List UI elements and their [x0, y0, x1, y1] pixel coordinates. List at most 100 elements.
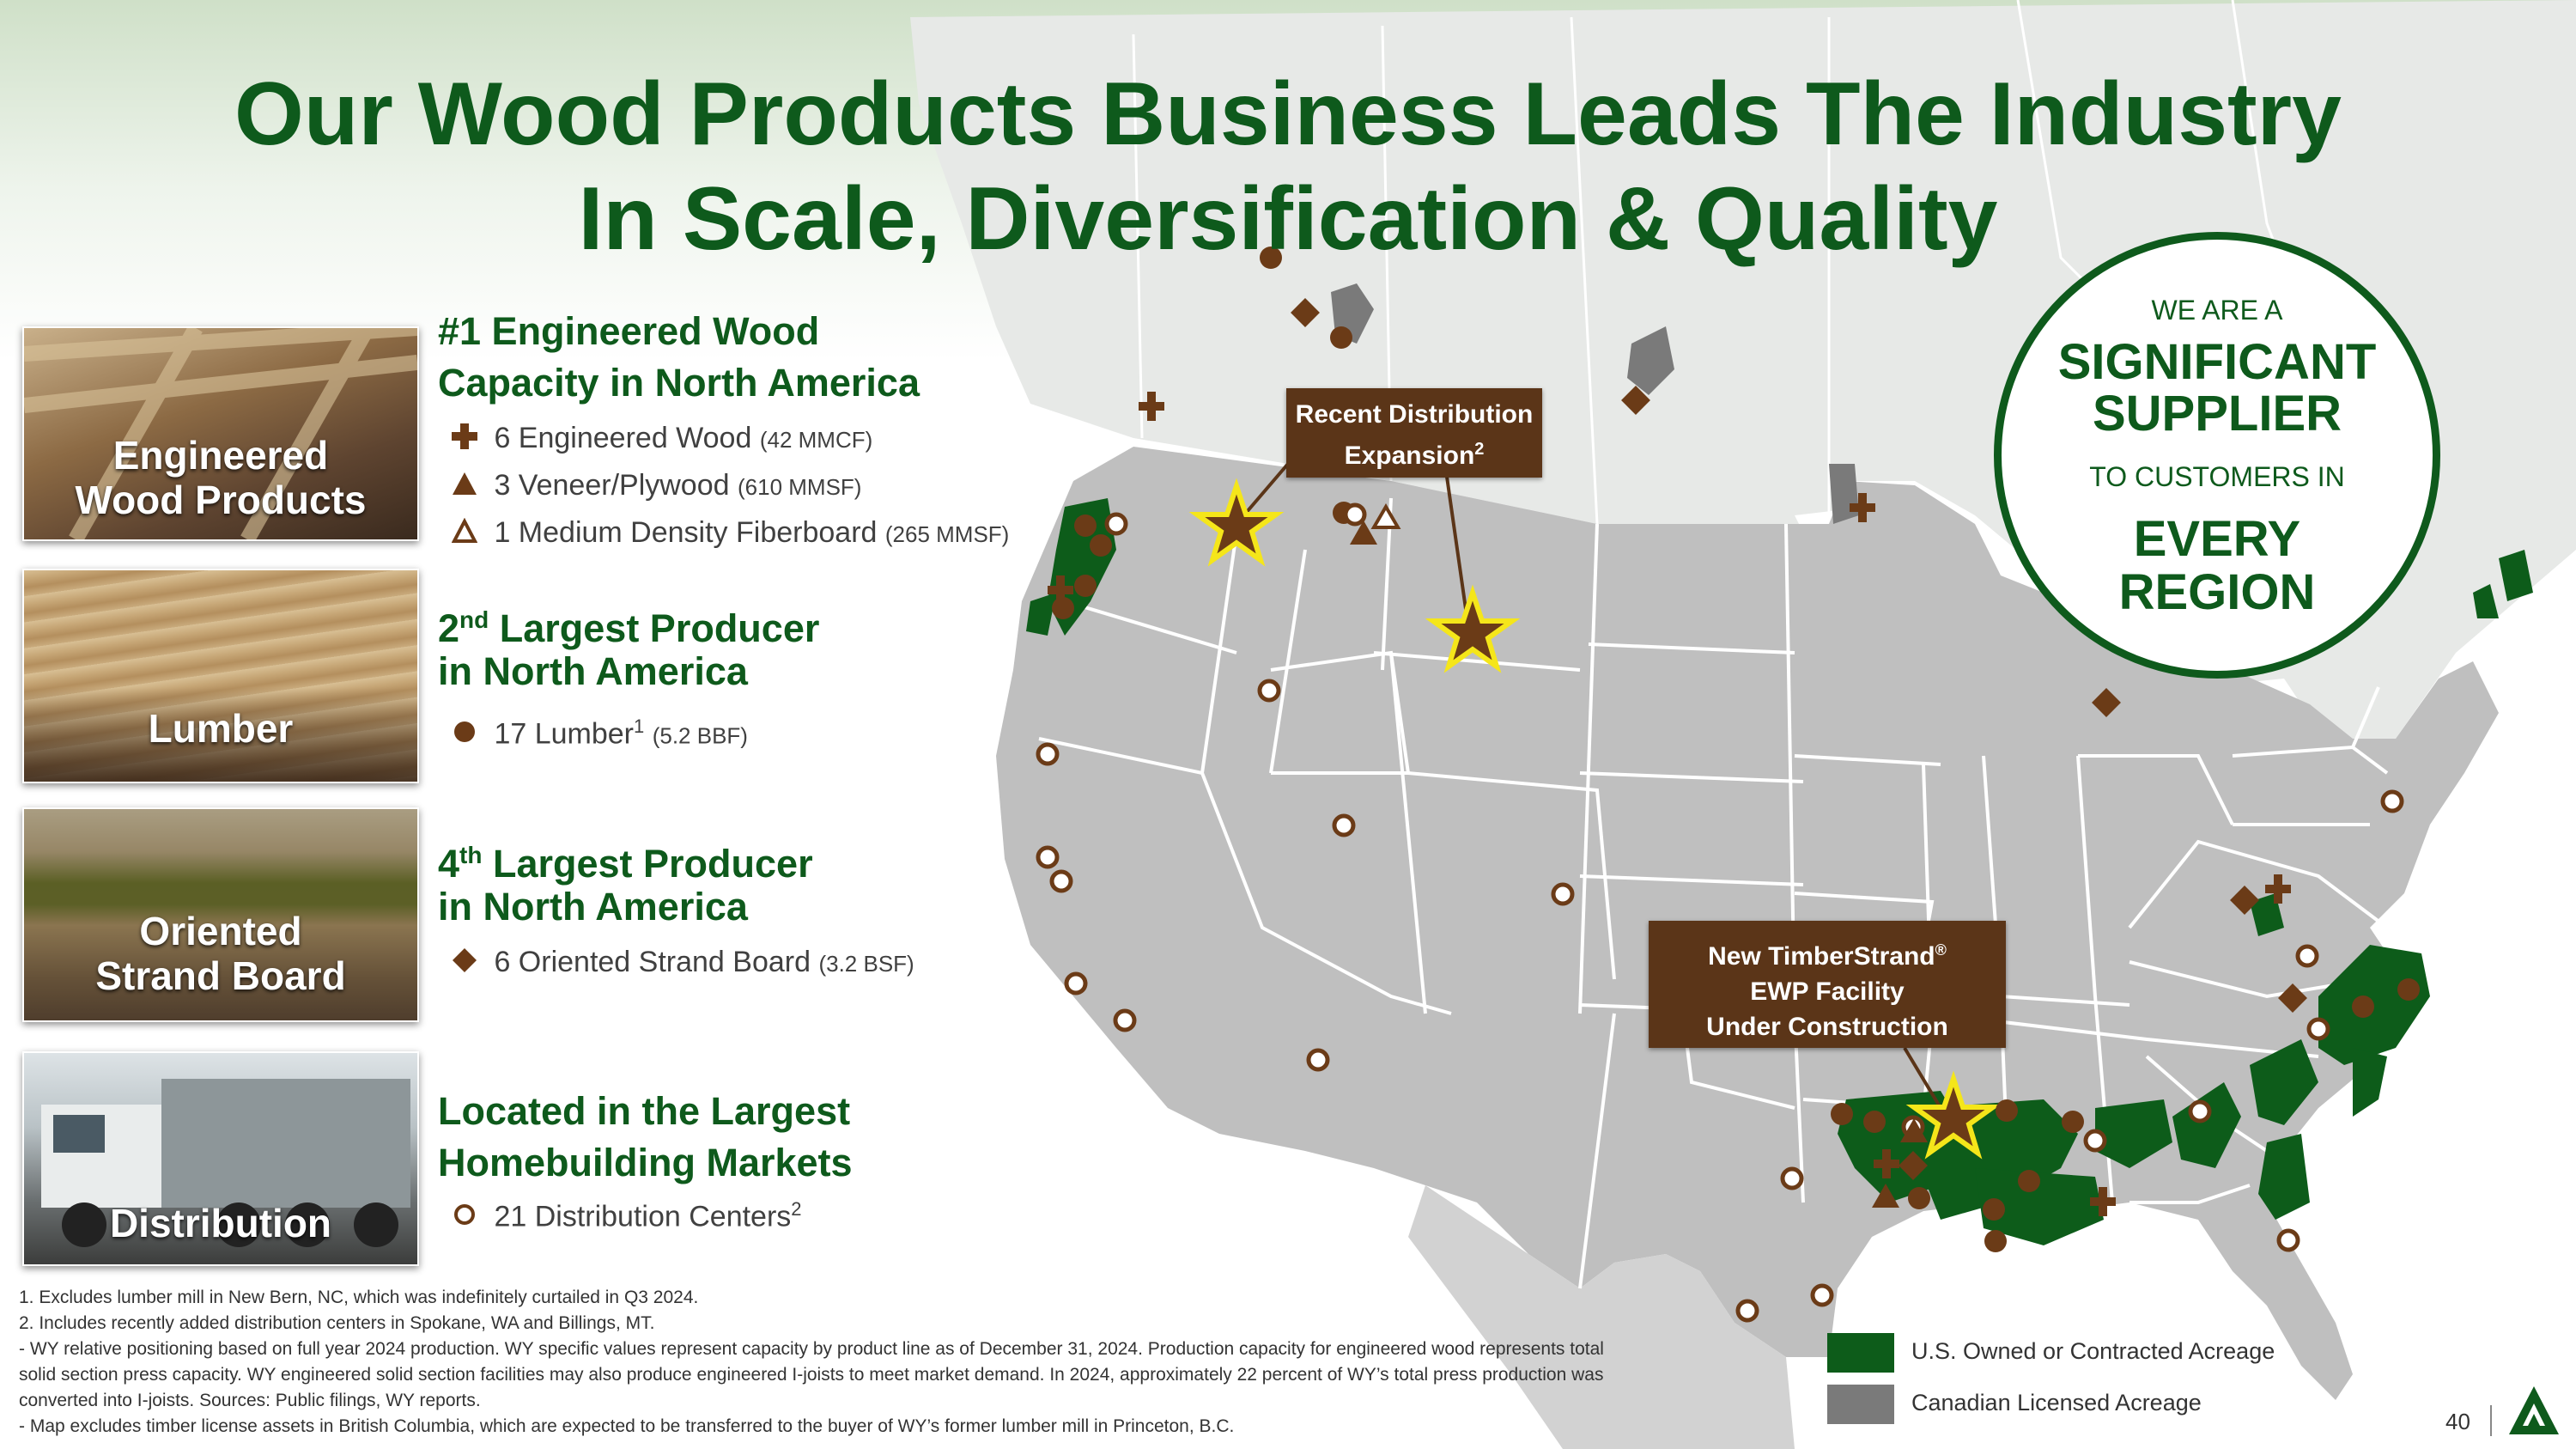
- lumber-heading-2: in North America: [438, 649, 748, 693]
- engineered-wood-label-1: Engineered: [112, 433, 329, 478]
- star-markers: [1188, 478, 2002, 1160]
- distribution-marker: [1049, 869, 1073, 893]
- lumber-marker: [2018, 1170, 2040, 1192]
- triangle-outline-icon: [451, 515, 486, 553]
- osb-item-detail: (3.2 BSF): [818, 951, 914, 977]
- distribution-marker: [2276, 1228, 2300, 1252]
- mexico-land: [1408, 1185, 1795, 1449]
- engineered-item-3-detail: (265 MMSF): [884, 521, 1010, 547]
- lumber-image: Lumber: [22, 569, 419, 783]
- lumber-marker: [1831, 1103, 1853, 1125]
- distribution-marker: [1551, 882, 1575, 906]
- title-line2: In Scale, Diversification & Quality: [578, 169, 1998, 269]
- lumber-marker: [2062, 1111, 2084, 1133]
- osb-marker: [1291, 298, 1320, 327]
- lumber-item-text: 17 Lumber: [494, 717, 634, 751]
- distribution-markers: [1036, 502, 2404, 1323]
- osb-heading-2: in North America: [438, 885, 748, 928]
- distribution-item: 21 Distribution Centers2: [452, 1190, 802, 1237]
- distribution-marker: [2083, 1129, 2107, 1153]
- distribution-marker: [2295, 944, 2319, 968]
- lumber-marker: [1074, 575, 1097, 597]
- veneer-marker: [1872, 1184, 1899, 1208]
- veneer-marker: [1350, 521, 1377, 545]
- timberstrand-callout: New TimberStrand® EWP Facility Under Con…: [1649, 921, 2006, 1048]
- lumber-label: Lumber: [148, 706, 294, 751]
- engineered-item-2-detail: (610 MMSF): [737, 474, 862, 500]
- distribution-marker: [1343, 502, 1367, 527]
- weyerhaeuser-logo-icon: [2509, 1386, 2559, 1434]
- lumber-heading-1: 2nd Largest Producer: [438, 606, 820, 650]
- engineered-item-1-detail: (42 MMCF): [759, 427, 873, 453]
- engineered-wood-label-2: Wood Products: [75, 478, 367, 522]
- circle-outline-icon: [452, 1199, 486, 1237]
- distribution-marker: [1810, 1283, 1834, 1307]
- legend-canadian-acreage: Canadian Licensed Acreage: [1827, 1383, 2202, 1424]
- lumber-markers: [1052, 247, 2420, 1252]
- distribution-marker: [1064, 971, 1088, 995]
- engineered-wood-markers: [1048, 392, 2291, 1216]
- plus-icon: [452, 421, 486, 459]
- title-line1: Our Wood Products Business Leads The Ind…: [234, 64, 2342, 164]
- distribution-marker: [2306, 1017, 2330, 1041]
- footnote-3: - WY relative positioning based on full …: [19, 1339, 1604, 1410]
- lumber-marker: [1074, 514, 1097, 537]
- osb-markers: [1291, 298, 2307, 1180]
- engineered-item-1-text: 6 Engineered Wood: [494, 422, 752, 454]
- star-billings: [1425, 584, 1521, 673]
- distribution-marker: [1036, 845, 1060, 869]
- triangle-filled-icon: [452, 468, 486, 506]
- osb-marker: [2278, 983, 2307, 1013]
- footnote-1: 1. Excludes lumber mill in New Bern, NC,…: [19, 1288, 699, 1307]
- osb-marker: [1621, 386, 1650, 415]
- footnotes: 1. Excludes lumber mill in New Bern, NC,…: [19, 1285, 1633, 1440]
- legend-swatch-grey: [1827, 1384, 1894, 1424]
- distribution-marker: [1780, 1166, 1804, 1190]
- engineered-wood-marker: [1850, 493, 1875, 522]
- distribution-marker: [1036, 742, 1060, 766]
- lumber-marker: [1090, 534, 1112, 557]
- lumber-marker: [2352, 995, 2374, 1018]
- distribution-marker: [1332, 813, 1356, 837]
- engineered-wood-image: Engineered Wood Products: [22, 326, 419, 541]
- engineered-item-2: 3 Veneer/Plywood (610 MMSF): [452, 466, 861, 506]
- supplier-circle: WE ARE A SIGNIFICANT SUPPLIER TO CUSTOME…: [1994, 232, 2440, 679]
- engineered-wood-marker: [2265, 874, 2291, 904]
- distribution-heading-2: Homebuilding Markets: [438, 1141, 853, 1184]
- lumber-marker: [1983, 1198, 2005, 1221]
- page-number: 40: [2445, 1409, 2470, 1434]
- mdf-marker: [1370, 503, 1401, 529]
- distribution-marker: [1113, 1008, 1137, 1032]
- lumber-item-detail: (5.2 BBF): [652, 722, 748, 749]
- supplier-line6: REGION: [2118, 564, 2316, 620]
- supplier-line2: SIGNIFICANT: [2057, 334, 2377, 390]
- circle-filled-icon: [452, 716, 486, 754]
- distribution-marker: [1735, 1299, 1759, 1323]
- diamond-icon: [452, 945, 486, 983]
- engineered-item-2-text: 3 Veneer/Plywood: [494, 469, 730, 502]
- distribution-marker: [1104, 512, 1128, 536]
- footnote-2: 2. Includes recently added distribution …: [19, 1313, 655, 1333]
- lumber-marker: [2397, 978, 2420, 1001]
- osb-label-1: Oriented: [139, 909, 302, 953]
- footnote-4: - Map excludes timber license assets in …: [19, 1416, 1235, 1436]
- engineered-item-3-text: 1 Medium Density Fiberboard: [494, 516, 878, 549]
- state-lines: [1038, 497, 2389, 1289]
- lumber-marker: [1863, 1111, 1886, 1133]
- engineered-heading-1: #1 Engineered Wood: [438, 309, 820, 353]
- legend-us-acreage: U.S. Owned or Contracted Acreage: [1827, 1331, 2275, 1373]
- supplier-line3: SUPPLIER: [2092, 386, 2342, 441]
- legend-swatch-green: [1827, 1332, 1894, 1373]
- engineered-wood-marker: [2090, 1187, 2116, 1216]
- engineered-item-3: 1 Medium Density Fiberboard (265 MMSF): [451, 514, 1010, 553]
- veneer-markers: [1350, 521, 1928, 1208]
- page-divider: [2490, 1405, 2492, 1436]
- distribution-heading-1: Located in the Largest: [438, 1089, 851, 1133]
- supplier-line1: WE ARE A: [2151, 295, 2283, 326]
- supplier-line4: TO CUSTOMERS IN: [2089, 461, 2345, 492]
- lumber-marker: [1996, 1099, 2018, 1122]
- engineered-heading-2: Capacity in North America: [438, 361, 920, 405]
- distribution-label: Distribution: [109, 1201, 332, 1245]
- lumber-marker: [1984, 1230, 2007, 1252]
